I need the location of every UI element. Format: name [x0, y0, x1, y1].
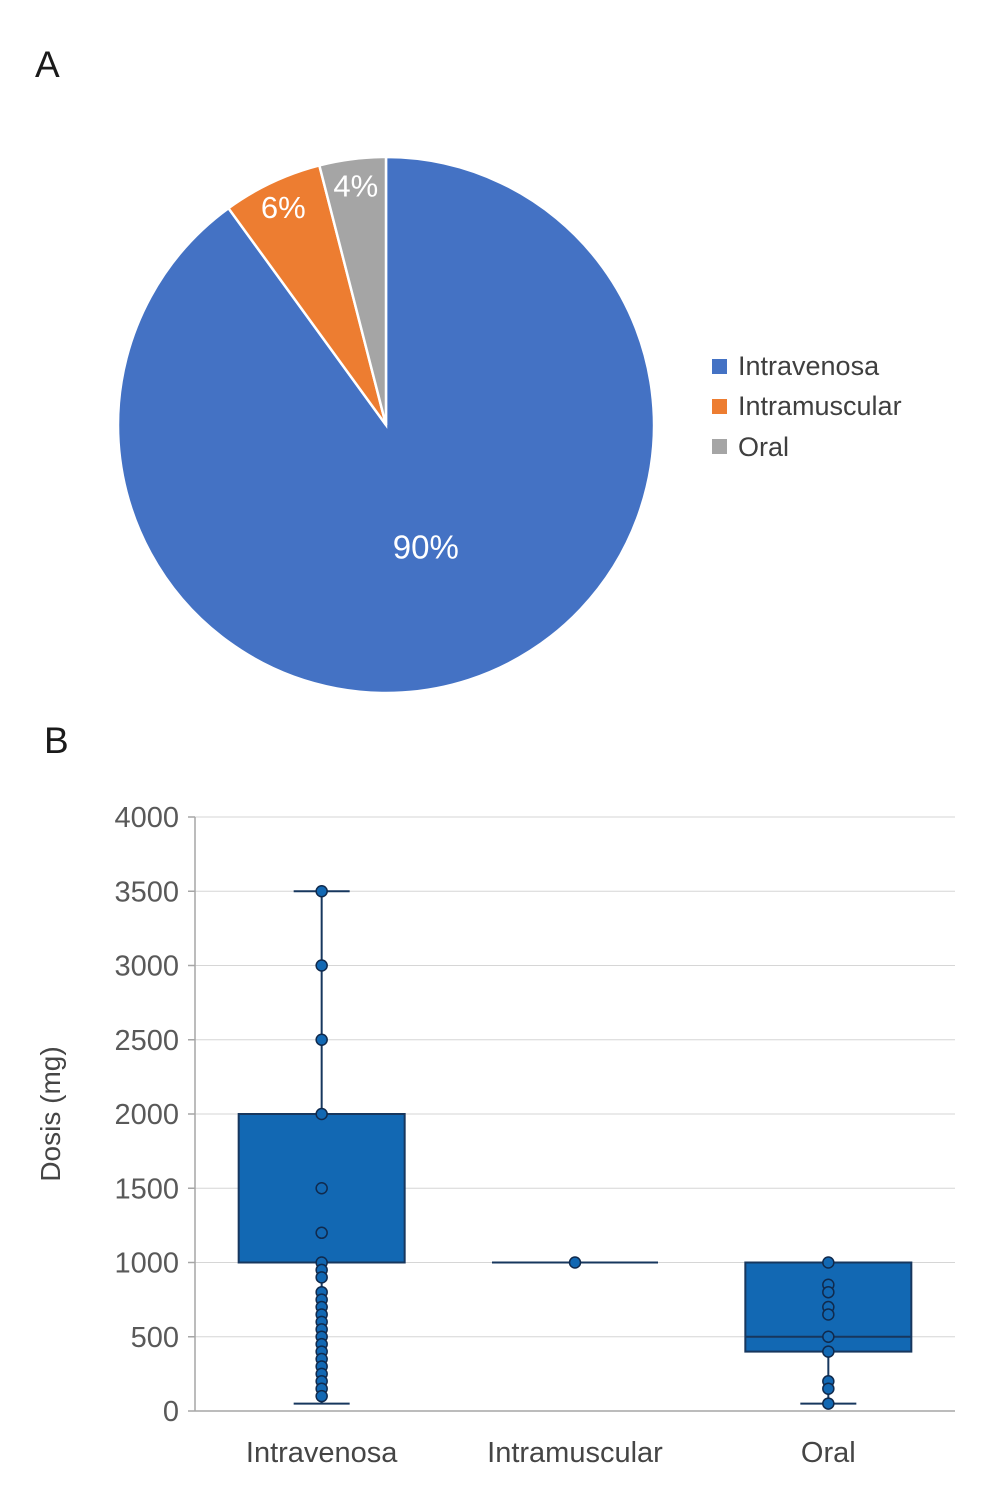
data-point-intravenosa — [315, 1226, 328, 1240]
data-point-oral — [822, 1382, 835, 1395]
panel-b-label: B — [44, 720, 69, 761]
data-point-oral — [822, 1330, 835, 1343]
panel-a-label: A — [35, 44, 60, 85]
x-category-label-intramuscular: Intramuscular — [487, 1437, 663, 1469]
legend-swatch-intramuscular-icon — [712, 399, 727, 415]
y-tick-label: 0 — [163, 1396, 179, 1428]
legend-swatch-intravenosa-icon — [712, 358, 727, 374]
data-point-intravenosa — [315, 1033, 328, 1046]
y-tick-label: 3000 — [114, 951, 179, 983]
data-point-intravenosa — [315, 1182, 328, 1195]
y-axis-title: Dosis (mg) — [35, 1046, 66, 1181]
y-tick-label: 3500 — [114, 876, 179, 908]
pie-chart: 90% 6% 4% — [108, 146, 668, 706]
data-point-intramuscular — [568, 1256, 582, 1269]
pie-data-label-intramuscular: 6% — [261, 190, 306, 225]
y-tick-label: 500 — [131, 1322, 179, 1354]
legend-swatch-oral-icon — [712, 439, 727, 455]
pie-data-label-intravenosa: 90% — [393, 528, 459, 565]
legend-label-oral: Oral — [738, 431, 790, 462]
data-point-intravenosa — [315, 959, 328, 972]
y-tick-label: 1000 — [114, 1248, 179, 1280]
x-category-label-intravenosa: Intravenosa — [246, 1437, 398, 1469]
legend-item-oral: Oral — [712, 431, 902, 462]
pie-chart-svg: 90% 6% 4% — [116, 155, 656, 695]
data-point-oral — [822, 1256, 835, 1269]
y-tick-label: 2000 — [114, 1099, 179, 1131]
data-point-intravenosa — [315, 885, 328, 898]
legend-label-intravenosa: Intravenosa — [738, 351, 880, 381]
x-category-label-oral: Oral — [801, 1437, 856, 1469]
y-tick-label: 1500 — [114, 1173, 179, 1205]
pie-legend: Intravenosa Intramuscular Oral — [712, 352, 902, 461]
data-point-intravenosa — [315, 1107, 328, 1121]
data-point-oral — [822, 1285, 835, 1299]
legend-item-intramuscular: Intramuscular — [712, 391, 902, 422]
data-point-intravenosa — [315, 1271, 328, 1284]
legend-item-intravenosa: Intravenosa — [712, 352, 902, 380]
data-point-oral — [822, 1308, 835, 1321]
box-plot-svg: 0 500 1000 1500 2000 2500 3000 3500 4000 Dosis (m… — [35, 802, 955, 1469]
y-tick-label: 4000 — [114, 802, 179, 834]
y-tick-label: 2500 — [114, 1025, 179, 1057]
pie-data-label-oral: 4% — [333, 169, 378, 204]
data-point-intravenosa — [315, 1389, 328, 1403]
data-point-oral — [822, 1345, 835, 1358]
legend-label-intramuscular: Intramuscular — [738, 391, 902, 422]
pie-slice-oral — [317, 155, 388, 426]
data-point-oral — [822, 1397, 835, 1410]
